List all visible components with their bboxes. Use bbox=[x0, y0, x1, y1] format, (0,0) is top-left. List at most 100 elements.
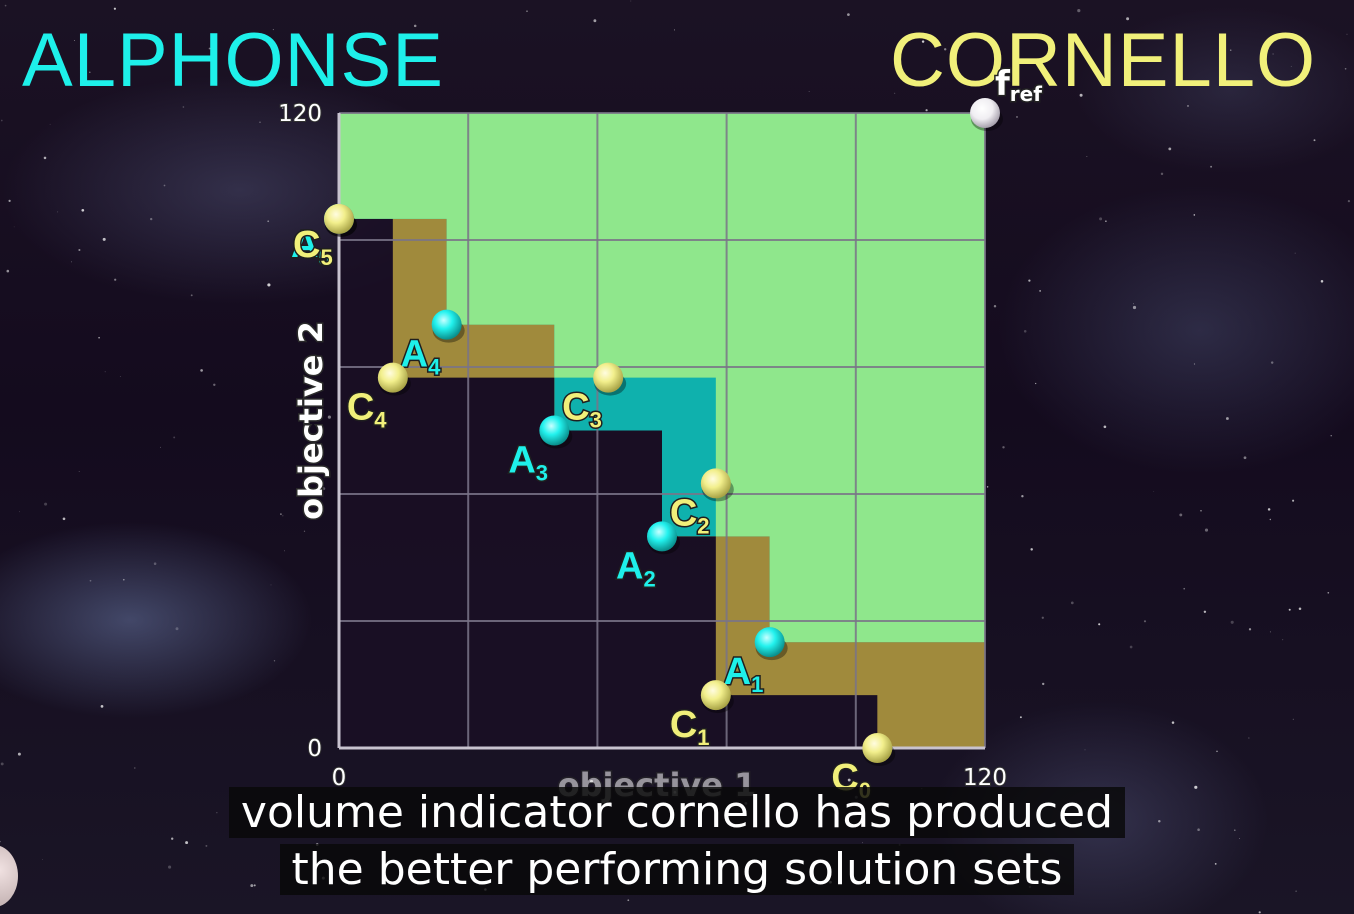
star bbox=[1041, 616, 1044, 619]
star bbox=[0, 762, 4, 766]
star bbox=[1197, 828, 1200, 831]
star bbox=[1214, 863, 1217, 865]
star bbox=[526, 10, 528, 13]
star bbox=[185, 841, 189, 845]
reference-point bbox=[970, 98, 1000, 128]
star bbox=[1292, 499, 1295, 502]
caption-line-1: volume indicator cornello has produced bbox=[228, 787, 1126, 838]
star bbox=[0, 119, 3, 122]
star bbox=[1183, 587, 1186, 590]
star bbox=[1344, 67, 1347, 70]
star bbox=[894, 92, 896, 94]
star bbox=[1028, 279, 1031, 282]
star bbox=[925, 109, 928, 112]
star bbox=[1179, 513, 1183, 517]
alphonse-point-label: A2 bbox=[616, 545, 656, 591]
star bbox=[89, 71, 91, 74]
star bbox=[1327, 591, 1330, 594]
star bbox=[1346, 33, 1348, 35]
star bbox=[862, 842, 863, 844]
y-tick-label: 120 bbox=[278, 101, 322, 127]
star bbox=[1313, 139, 1316, 142]
star bbox=[267, 283, 271, 287]
star bbox=[17, 752, 21, 756]
star bbox=[267, 220, 270, 223]
star bbox=[175, 627, 179, 631]
star bbox=[1129, 645, 1133, 649]
star bbox=[808, 91, 810, 92]
star bbox=[1021, 495, 1024, 498]
star bbox=[1079, 93, 1083, 97]
star bbox=[0, 840, 1, 843]
star bbox=[1103, 425, 1107, 429]
star bbox=[190, 294, 193, 297]
star bbox=[1282, 639, 1284, 641]
cornello-point-C0 bbox=[862, 733, 893, 763]
presenter-avatar-edge bbox=[0, 845, 18, 907]
star bbox=[1035, 382, 1037, 385]
star bbox=[153, 562, 157, 565]
star bbox=[173, 436, 176, 439]
alphonse-point-A3 bbox=[539, 415, 570, 446]
y-axis-label: objective 2 bbox=[292, 321, 330, 520]
star bbox=[1187, 105, 1189, 107]
star bbox=[42, 859, 43, 860]
star bbox=[322, 487, 326, 490]
star bbox=[335, 782, 339, 786]
y-tick-label: 0 bbox=[307, 736, 322, 762]
star bbox=[168, 865, 172, 869]
star bbox=[1132, 305, 1137, 310]
star bbox=[213, 383, 216, 387]
star bbox=[1030, 548, 1033, 551]
star bbox=[150, 217, 153, 221]
star bbox=[1153, 491, 1155, 492]
cornello-point-C2 bbox=[700, 468, 731, 499]
star bbox=[1002, 446, 1005, 449]
x-tick-label: 0 bbox=[332, 765, 347, 791]
cornello-title: CORNELLO bbox=[890, 18, 1317, 103]
star bbox=[1270, 361, 1274, 364]
star bbox=[119, 376, 121, 377]
star bbox=[73, 40, 75, 42]
star bbox=[205, 844, 208, 847]
star bbox=[1105, 220, 1107, 222]
star bbox=[921, 40, 925, 43]
star bbox=[200, 369, 203, 372]
star bbox=[160, 446, 161, 448]
star bbox=[630, 0, 632, 2]
star bbox=[102, 237, 106, 241]
star bbox=[104, 371, 106, 373]
star bbox=[413, 24, 417, 28]
star bbox=[1290, 65, 1292, 67]
star bbox=[1019, 716, 1022, 719]
star bbox=[1098, 623, 1101, 626]
star bbox=[273, 660, 276, 662]
star bbox=[1258, 911, 1261, 914]
star bbox=[81, 208, 85, 212]
star bbox=[1194, 785, 1198, 789]
star bbox=[98, 336, 100, 339]
star bbox=[1292, 718, 1294, 720]
cornello-point-label: C4 bbox=[347, 387, 387, 433]
star bbox=[1099, 217, 1103, 221]
star bbox=[944, 48, 947, 51]
star bbox=[281, 107, 284, 109]
subtitle-caption: volume indicator cornello has produced t… bbox=[0, 784, 1354, 898]
star bbox=[1294, 252, 1296, 254]
star bbox=[1193, 214, 1196, 216]
alphonse-point-A4 bbox=[431, 309, 462, 340]
alphonse-point-label: A4 bbox=[401, 334, 441, 380]
star bbox=[847, 778, 851, 782]
star bbox=[1203, 610, 1207, 613]
cornello-point-C1 bbox=[700, 680, 731, 711]
star bbox=[8, 199, 11, 203]
star bbox=[1295, 890, 1297, 892]
star bbox=[134, 767, 136, 769]
star bbox=[1126, 17, 1130, 21]
cornello-point-label: C5 bbox=[293, 224, 333, 270]
reference-point-label: fref bbox=[995, 64, 1042, 106]
star bbox=[1288, 608, 1291, 611]
star bbox=[253, 884, 256, 887]
star bbox=[114, 278, 117, 281]
